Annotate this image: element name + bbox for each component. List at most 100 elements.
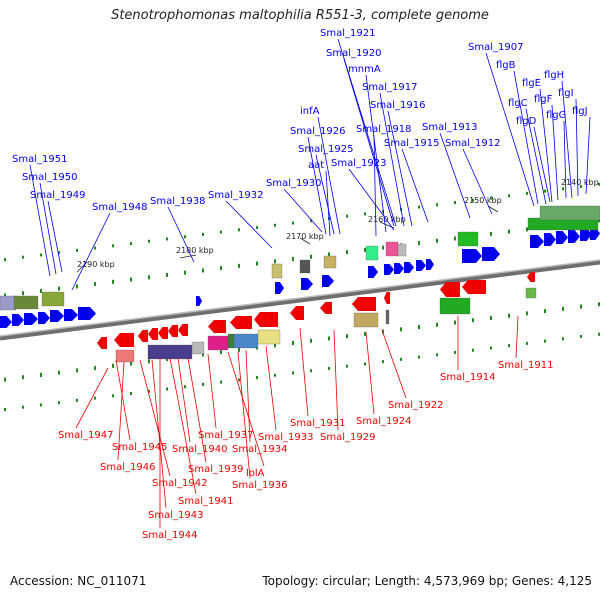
tick-mark	[274, 223, 276, 227]
tick-mark	[202, 352, 204, 357]
reverse-gene-arrow	[462, 280, 486, 294]
tick-mark	[220, 380, 222, 384]
tick-mark	[166, 387, 168, 391]
tick-mark	[238, 263, 240, 268]
gene-label: Smal_1949	[30, 190, 85, 201]
tick-mark	[544, 309, 546, 314]
callout-line	[348, 168, 395, 231]
tick-mark	[130, 392, 132, 396]
tick-mark	[202, 268, 204, 273]
callout-line	[585, 116, 591, 195]
callout-line	[237, 351, 251, 479]
forward-gene-arrow	[568, 230, 580, 243]
reverse-gene-arrow	[352, 297, 376, 311]
tick-mark	[544, 189, 546, 193]
callout-line	[177, 357, 191, 443]
callout-line	[381, 329, 407, 399]
gene-label: Smal_1934	[232, 444, 287, 455]
tick-mark	[436, 322, 438, 327]
callout-line	[551, 104, 559, 201]
tick-mark	[40, 253, 42, 257]
tick-mark	[364, 212, 366, 216]
gene-label: flgG	[546, 110, 566, 121]
forward-gene-arrow	[404, 262, 414, 273]
forward-gene-arrow	[556, 231, 568, 244]
callout-line	[47, 200, 63, 273]
gene-label: flgD	[516, 116, 537, 127]
kbp-labels: 2190 kbp 2180 kbp 2170 kbp 2160 kbp 2150…	[77, 178, 599, 269]
tick-mark	[598, 218, 600, 223]
gene-label: Smal_1929	[320, 432, 375, 443]
gene-annotation-box	[439, 297, 471, 315]
tick-mark	[58, 286, 60, 291]
gene-annotation-box	[365, 245, 379, 261]
tick-mark	[328, 252, 330, 257]
callout-line	[115, 359, 131, 441]
kbp-label: 2190 kbp	[77, 260, 115, 269]
tick-mark	[58, 251, 60, 255]
tick-mark	[58, 401, 60, 405]
forward-gene-arrow	[196, 296, 202, 306]
forward-gene-arrow	[544, 233, 556, 246]
tick-mark	[148, 389, 150, 393]
forward-gene-arrow	[78, 307, 96, 320]
callout-line	[373, 134, 377, 237]
tick-mark	[184, 385, 186, 389]
reverse-gene-arrow	[384, 292, 390, 304]
gene-label: Smal_1917	[362, 82, 417, 93]
gene-label: flgI	[558, 88, 574, 99]
gene-label: Smal_1922	[388, 400, 443, 411]
reverse-gene-arrow	[320, 302, 332, 314]
forward-gene-arrow	[482, 247, 500, 261]
gene-annotation-box	[207, 335, 229, 351]
tick-mark	[418, 325, 420, 330]
backbone	[0, 259, 600, 341]
tick-mark	[436, 203, 438, 207]
tick-mark	[400, 327, 402, 332]
gene-label: Smal_1907	[468, 42, 523, 53]
gene-label: flgF	[534, 94, 553, 105]
callout-line	[139, 359, 171, 477]
tick-mark	[148, 359, 150, 364]
tick-mark	[436, 353, 438, 357]
tick-mark	[508, 194, 510, 198]
forward-gene-arrow	[530, 235, 544, 248]
tick-mark	[130, 361, 132, 366]
callout-line	[151, 359, 167, 509]
gene-label: flgH	[544, 70, 564, 81]
tick-mark	[436, 238, 438, 243]
forward-gene-arrow	[368, 266, 378, 278]
tick-mark	[292, 221, 294, 225]
tick-mark	[148, 239, 150, 243]
gene-label: flgC	[508, 98, 528, 109]
forward-gene-arrow	[462, 249, 482, 263]
gene-annotation-box	[525, 287, 537, 299]
forward-gene-arrow	[416, 260, 426, 271]
tick-mark	[526, 191, 528, 195]
tick-mark	[472, 348, 474, 352]
gene-label: Smal_1950	[22, 172, 77, 183]
kbp-label: 2180 kbp	[176, 246, 214, 255]
tick-mark	[292, 371, 294, 375]
callout-line	[317, 116, 341, 235]
gene-label: Smal_1945	[112, 442, 167, 453]
forward-gene-arrow	[0, 316, 12, 328]
forward-gene-arrow	[275, 282, 284, 294]
reverse-gene-arrow	[527, 272, 535, 282]
tick-mark	[346, 334, 348, 339]
callout-line	[515, 315, 519, 359]
tick-mark	[202, 382, 204, 386]
gene-label: Smal_1942	[152, 478, 207, 489]
tick-mark	[382, 329, 384, 334]
forward-gene-arrow	[24, 313, 38, 325]
tick-mark	[310, 254, 312, 259]
tick-mark	[526, 227, 528, 232]
reverse-gene-arrow	[230, 316, 252, 329]
callout-line	[167, 206, 195, 263]
tick-mark	[22, 405, 24, 409]
callout-line	[117, 361, 125, 461]
callout-line	[561, 80, 573, 199]
callout-line	[575, 98, 579, 197]
tick-mark	[76, 284, 78, 289]
